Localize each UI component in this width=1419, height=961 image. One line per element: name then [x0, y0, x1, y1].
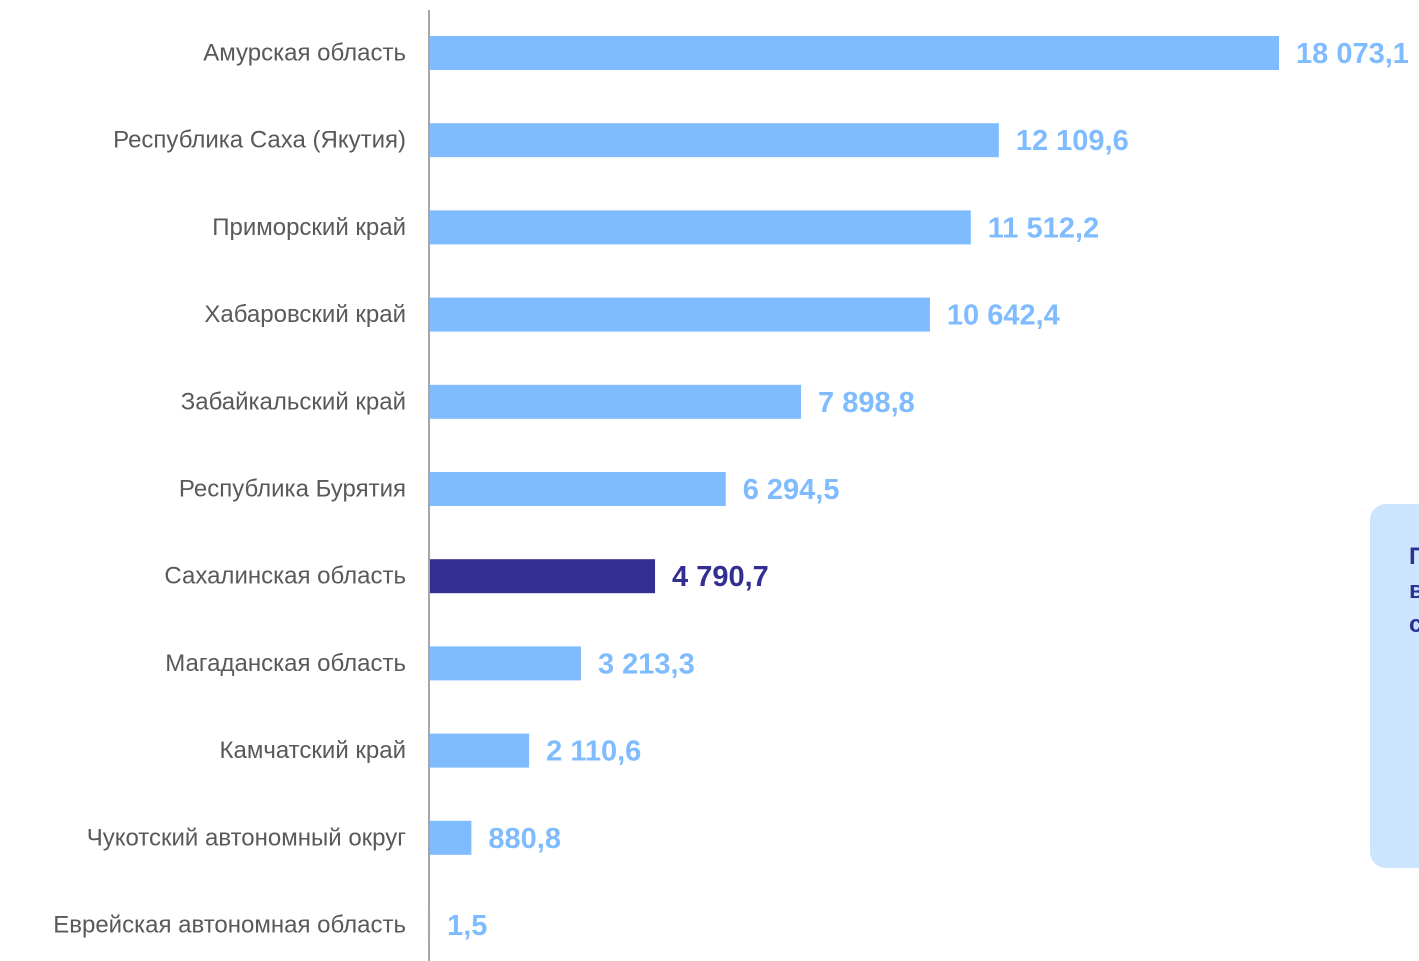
callout-text: П в с: [1409, 543, 1419, 638]
category-label: Сахалинская область: [164, 563, 406, 590]
value-label: 18 073,1: [1296, 38, 1409, 70]
value-label: 4 790,7: [672, 561, 769, 593]
category-labels: Амурская область Республика Саха (Якутия)…: [53, 40, 406, 939]
value-label: 12 109,6: [1016, 125, 1129, 157]
bars-layer: [430, 36, 1279, 942]
category-label: Забайкальский край: [181, 388, 406, 415]
category-label: Хабаровский край: [204, 301, 406, 328]
category-label: Республика Бурятия: [179, 476, 406, 503]
value-label: 6 294,5: [743, 474, 840, 506]
value-label: 11 512,2: [988, 212, 1099, 244]
bar-item-6: [430, 472, 726, 506]
bar-item-9: [430, 733, 530, 768]
value-label: 7 898,8: [818, 387, 915, 419]
category-label: Магаданская область: [165, 650, 406, 677]
bar-item-8: [430, 646, 581, 681]
value-labels: 18 073,1 12 109,6 11 512,2 10 642,4 7 898,8 6…: [447, 38, 1409, 942]
value-label: 2 110,6: [546, 736, 641, 768]
category-label: Камчатский край: [220, 737, 406, 764]
bar-item-1: [430, 36, 1279, 70]
bar-item-7: [430, 559, 656, 594]
value-label: 3 213,3: [598, 648, 695, 680]
category-label: Чукотский автономный округ: [87, 824, 407, 851]
category-label: Республика Саха (Якутия): [113, 127, 406, 154]
bar-item-4: [430, 297, 930, 332]
bar-item-3: [430, 210, 971, 245]
category-label: Приморский край: [212, 214, 406, 241]
bar-item-2: [430, 123, 999, 158]
category-label: Амурская область: [203, 40, 406, 67]
bar-item-10: [430, 820, 472, 855]
value-label: 880,8: [488, 823, 561, 855]
value-label: 10 642,4: [947, 300, 1060, 332]
bar-item-5: [430, 384, 802, 419]
value-label: 1,5: [447, 910, 487, 942]
callout-box: П в с: [1370, 504, 1419, 868]
category-label: Еврейская автономная область: [53, 912, 406, 939]
